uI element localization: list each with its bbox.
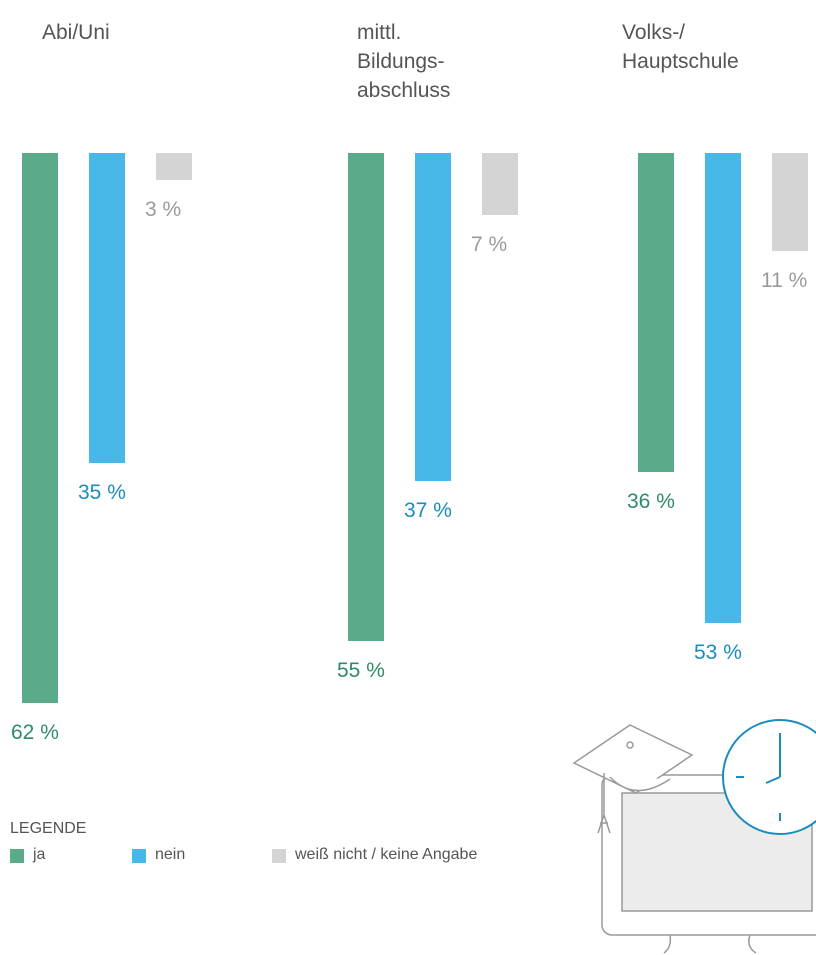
bar xyxy=(705,153,741,623)
category-label: Volks-/ Hauptschule xyxy=(622,18,739,76)
legend-label: weiß nicht / keine Angabe xyxy=(295,846,477,864)
bar xyxy=(772,153,808,251)
value-label: 55 % xyxy=(337,659,385,683)
bar xyxy=(348,153,384,641)
bar xyxy=(638,153,674,472)
value-label: 36 % xyxy=(627,490,675,514)
legend-swatch xyxy=(10,849,24,863)
legend-swatch xyxy=(132,849,146,863)
value-label: 37 % xyxy=(404,499,452,523)
legend-title: LEGENDE xyxy=(10,820,86,838)
value-label: 53 % xyxy=(694,641,742,665)
value-label: 7 % xyxy=(471,233,507,257)
value-label: 11 % xyxy=(761,269,807,293)
bar xyxy=(89,153,125,463)
legend-label: nein xyxy=(155,846,185,864)
value-label: 62 % xyxy=(11,721,59,745)
chart: LEGENDE Abi/Uni 62 % 35 % 3 % mittl. Bildung… xyxy=(0,0,816,955)
category-label: Abi/Uni xyxy=(42,18,110,47)
legend-label: ja xyxy=(33,846,45,864)
category-label: mittl. Bildungs- abschluss xyxy=(357,18,450,105)
bar xyxy=(482,153,518,215)
value-label: 3 % xyxy=(145,198,181,222)
legend-swatch xyxy=(272,849,286,863)
illustration xyxy=(560,715,816,955)
bar xyxy=(22,153,58,703)
bar xyxy=(156,153,192,180)
bar xyxy=(415,153,451,481)
value-label: 35 % xyxy=(78,481,126,505)
